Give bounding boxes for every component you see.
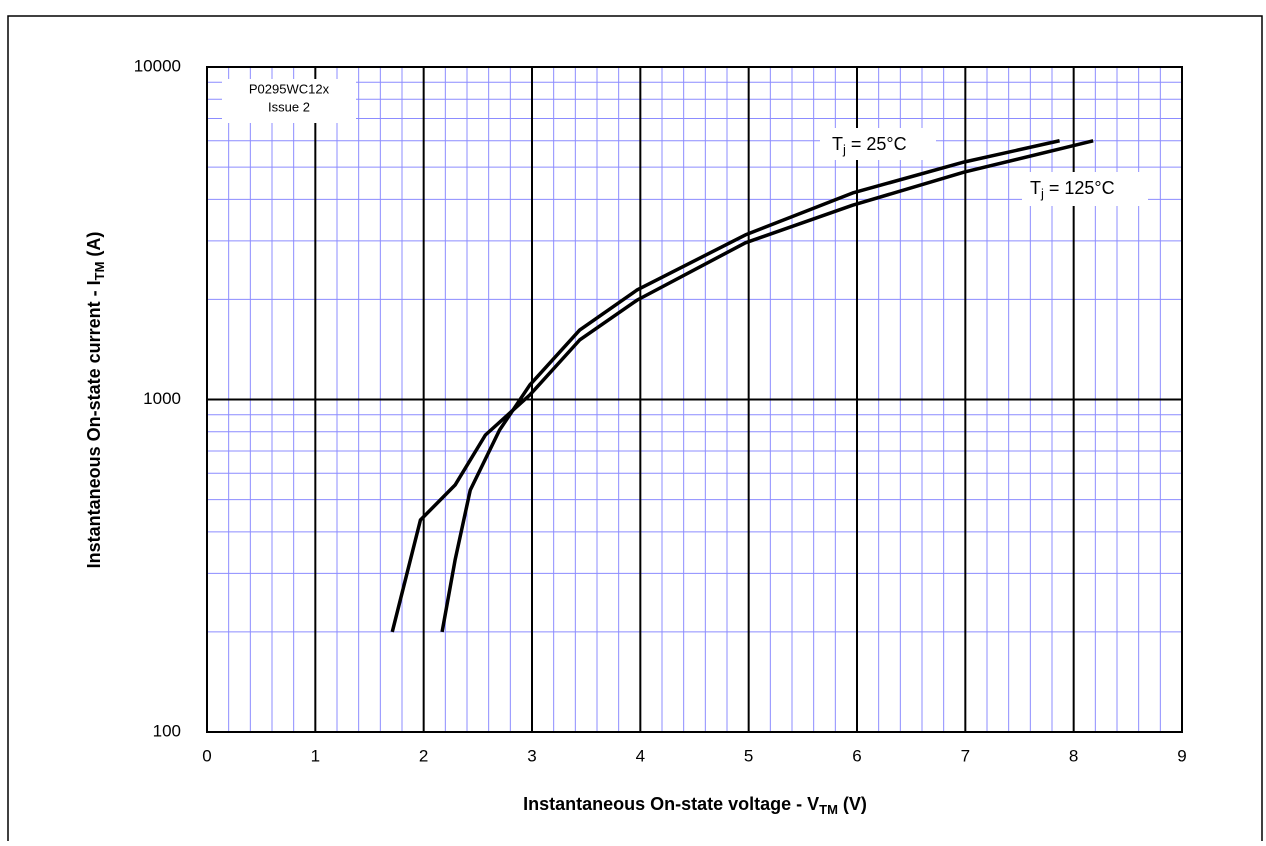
series-label-part: T	[1030, 178, 1041, 198]
series-label-part: = 25°C	[846, 134, 907, 154]
plot-border	[206, 66, 1183, 733]
y-tick-label: 10000	[134, 56, 181, 75]
x-axis-title-part: (V)	[838, 794, 867, 814]
series-label-part: j	[842, 142, 846, 157]
x-axis-title-part: TM	[819, 802, 838, 817]
x-tick-label: 1	[311, 746, 320, 765]
series-label-part: = 125°C	[1044, 178, 1115, 198]
x-tick-label: 9	[1177, 746, 1186, 765]
y-axis-title-part: Instantaneous On-state current - I	[84, 280, 104, 568]
series-line	[440, 139, 1060, 633]
x-tick-label: 2	[419, 746, 428, 765]
series-label-part: j	[1040, 186, 1044, 201]
y-tick-label: 100	[153, 721, 181, 740]
x-axis-title-part: Instantaneous On-state voltage - V	[523, 794, 819, 814]
series-line	[390, 139, 1094, 633]
series-label-part: T	[832, 134, 843, 154]
series-label-box	[820, 128, 936, 160]
x-tick-label: 8	[1069, 746, 1078, 765]
x-tick-label: 0	[202, 746, 211, 765]
series-label-box	[1022, 172, 1148, 206]
x-tick-label: 6	[852, 746, 861, 765]
note-box	[222, 79, 356, 123]
x-tick-label: 5	[744, 746, 753, 765]
series-label: Tj = 25°C	[832, 134, 907, 158]
x-tick-label: 4	[636, 746, 645, 765]
x-tick-label: 3	[527, 746, 536, 765]
y-axis-title: Instantaneous On-state current - ITM (A)	[84, 232, 108, 569]
note-text: Issue 2	[268, 99, 310, 114]
series-label: Tj = 125°C	[1030, 178, 1115, 202]
y-axis-title-part: (A)	[84, 232, 104, 262]
y-axis-title-part: TM	[92, 262, 107, 281]
frame	[7, 15, 1263, 846]
x-tick-label: 7	[961, 746, 970, 765]
y-tick-label: 1000	[143, 389, 181, 408]
note-text: P0295WC12x	[249, 81, 330, 96]
x-axis-title: Instantaneous On-state voltage - VTM (V)	[523, 794, 867, 818]
